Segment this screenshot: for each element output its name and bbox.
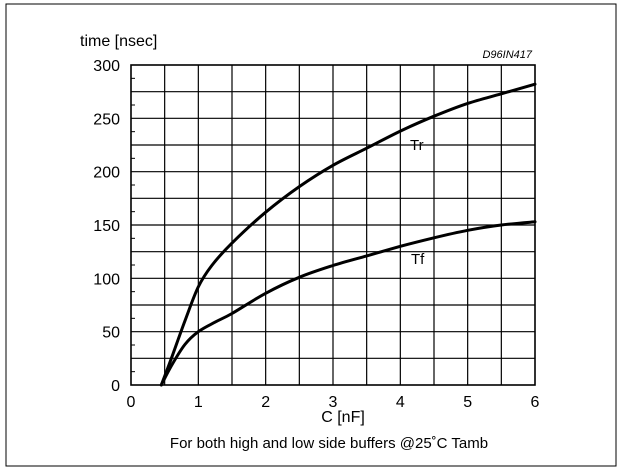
x-axis-title: C [nF] [321, 409, 365, 426]
series-group [159, 82, 537, 387]
y-tick-label: 50 [102, 325, 120, 342]
series-line-tf [159, 220, 537, 387]
series-label-tr: Tr [410, 137, 424, 154]
series-line-tr [159, 82, 537, 387]
grid [131, 65, 535, 385]
x-tick-label: 4 [396, 394, 405, 411]
y-tick-label: 150 [93, 218, 120, 235]
figure-border [5, 3, 617, 467]
y-tick-label: 100 [93, 271, 120, 288]
plot-frame [130, 64, 536, 386]
x-tick-label: 6 [531, 394, 540, 411]
y-axis-title: time [nsec] [80, 33, 157, 50]
y-tick-label: 300 [93, 58, 120, 75]
x-tick-label: 0 [127, 394, 136, 411]
chart-caption: For both high and low side buffers @25˚C… [170, 435, 488, 452]
x-tick-label: 1 [194, 394, 203, 411]
chart-code: D96IN417 [482, 49, 532, 61]
x-tick-label: 3 [329, 394, 338, 411]
x-tick-label: 2 [261, 394, 270, 411]
series-label-tf: Tf [411, 251, 425, 268]
y-tick-label: 250 [93, 111, 120, 128]
x-tick-label: 5 [463, 394, 472, 411]
y-tick-label: 200 [93, 165, 120, 182]
y-tick-label: 0 [111, 378, 120, 395]
tick-labels: 0 1 2 3 4 5 6 0 50 100 150 200 250 300 [93, 58, 539, 411]
